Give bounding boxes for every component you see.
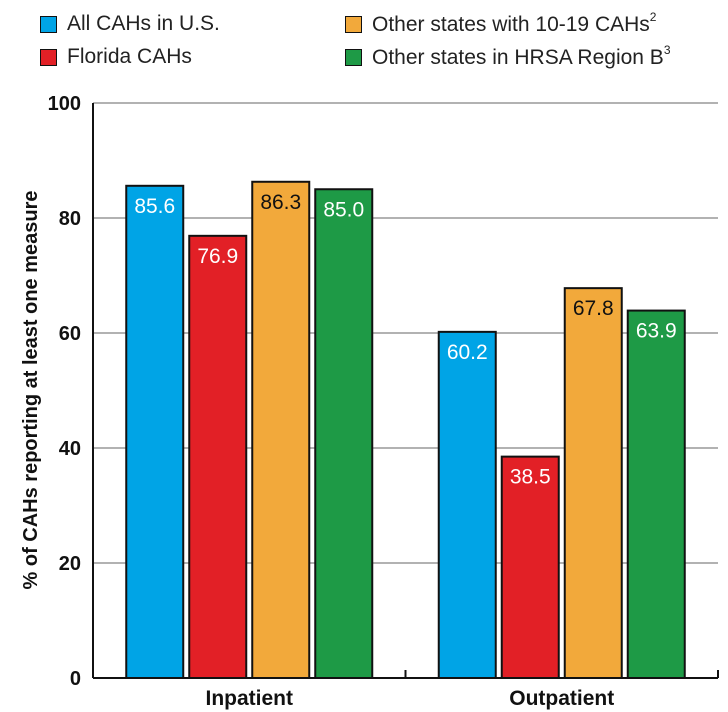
data-label: 60.2 [447,341,488,364]
data-label: 67.8 [573,297,614,320]
legend-swatch-other-states-10-19 [345,16,362,33]
y-tick-label: 20 [59,553,81,575]
bar [626,309,686,679]
legend-swatch-florida-cahs [40,48,57,66]
legend-swatch-all-cahs [40,15,57,33]
legend-footnote-2: 2 [649,10,657,24]
y-axis-label: % of CAHs reporting at least one measure [20,191,42,590]
x-tick-label: Inpatient [206,687,294,710]
legend-label-other-states-10-19: Other states with 10-19 CAHs2 [372,10,657,37]
x-tick-label: Outpatient [509,687,614,710]
legend-item-all-cahs: All CAHs in U.S. [40,12,220,36]
legend-label-other-states-10-19-text: Other states with 10-19 CAHs [372,13,650,36]
data-label: 85.6 [134,195,175,218]
bar [437,330,497,679]
legend-label-all-cahs: All CAHs in U.S. [67,12,220,35]
y-tick-label: 80 [59,208,81,230]
legend-label-hrsa-region-b-text: Other states in HRSA Region B [372,46,664,69]
legend: All CAHs in U.S. Florida CAHs Other stat… [0,0,728,80]
gridlines [93,102,718,564]
y-tick-label: 100 [48,93,81,115]
bar [125,184,185,680]
bars [125,180,686,680]
data-label: 85.0 [323,198,364,221]
y-tick-label: 0 [70,668,81,690]
bar [314,188,374,679]
bar [188,234,248,679]
legend-item-other-states-10-19: Other states with 10-19 CAHs2 [345,10,657,37]
legend-item-florida-cahs: Florida CAHs [40,45,192,69]
bar [563,287,623,679]
data-label: 38.5 [510,466,551,489]
data-label: 86.3 [260,191,301,214]
y-tick-label: 60 [59,323,81,345]
legend-swatch-hrsa-region-b [345,49,362,66]
bar [500,455,560,679]
axes [92,103,719,679]
labels: 0 20 40 60 80 100 85.6 76.9 86.3 85.0 Inpatient 60.… [48,93,677,710]
bar [251,180,311,679]
data-label: 63.9 [636,320,677,343]
legend-footnote-3: 3 [663,43,671,57]
data-label: 76.9 [197,245,238,268]
legend-label-florida-cahs: Florida CAHs [67,45,192,68]
legend-item-hrsa-region-b: Other states in HRSA Region B3 [345,43,671,70]
legend-label-hrsa-region-b: Other states in HRSA Region B3 [372,43,671,70]
y-tick-label: 40 [59,438,81,460]
